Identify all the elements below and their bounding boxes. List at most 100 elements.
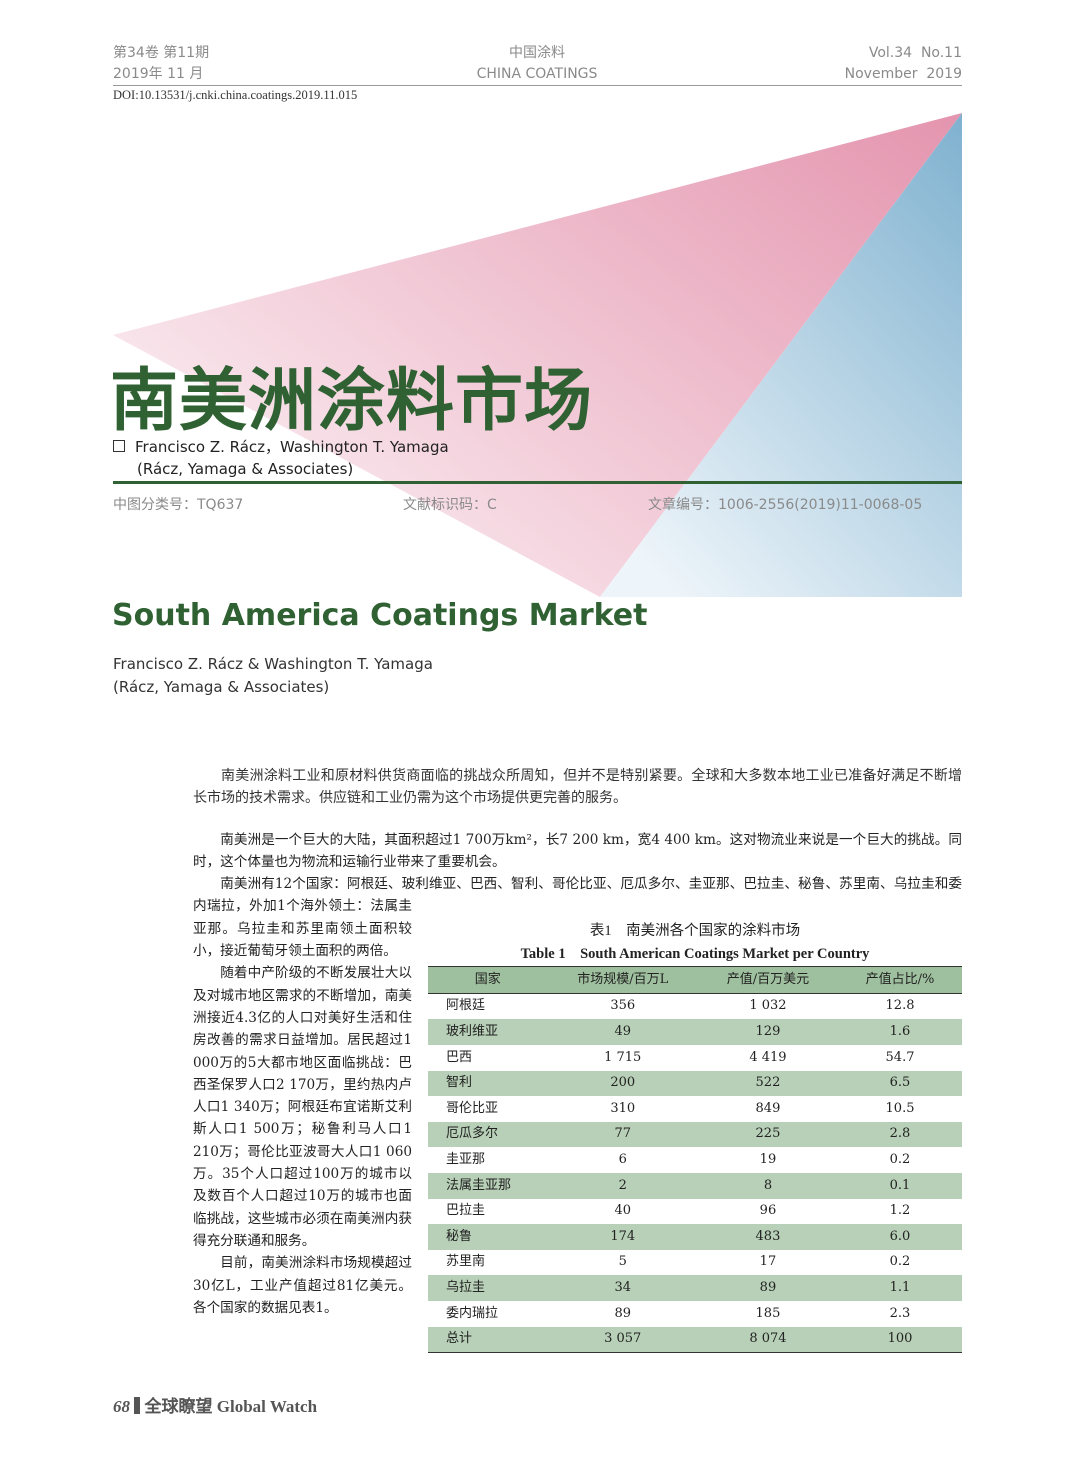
cell: 6.0: [838, 1224, 962, 1250]
cell: 1 715: [604, 1049, 642, 1065]
article-no: 文章编号：1006-2556(2019)11-0068-05: [648, 497, 923, 513]
journal-cn: 中国涂料: [509, 45, 565, 61]
rule: [113, 481, 962, 484]
cell: 49: [547, 1019, 698, 1045]
cell: 1.2: [889, 1203, 911, 1219]
table-row: 玻利维亚 49 129 1.6: [428, 1019, 962, 1045]
cell: 200: [547, 1070, 698, 1097]
authors: Francisco Z. Rácz，Washington T. Yamaga (R…: [113, 436, 449, 480]
cell: 法属圭亚那: [428, 1172, 548, 1199]
cell: 89: [614, 1305, 631, 1321]
cell: 秘鲁: [428, 1224, 548, 1250]
cell: 1.6: [838, 1019, 962, 1045]
cell: 174: [547, 1224, 698, 1250]
paragraph: 随着中产阶级的不断发展壮大以及对城市地区需求的不断增加，南美洲接近4.3亿的人口…: [193, 965, 412, 1249]
issue-en: Vol.34 No.11 November 2019: [845, 43, 962, 85]
cell: 0.2: [889, 1151, 911, 1167]
cell: 34: [547, 1275, 698, 1301]
table-row: 秘鲁 174 483 6.0: [428, 1224, 962, 1250]
table-caption-en: Table 1 South American Coatings Market p…: [520, 946, 870, 963]
table-row: 法属圭亚那 2 8 0.1: [428, 1172, 962, 1199]
date: 2019年 11 月: [113, 66, 204, 82]
affiliation: (Rácz, Yamaga & Associates): [137, 460, 354, 478]
cell: 10.5: [885, 1100, 915, 1116]
cell: 12.8: [885, 998, 915, 1014]
table-row: 委内瑞拉 89 185 2.3: [428, 1301, 962, 1327]
paragraph: 南美洲是一个巨大的大陆，其面积超过1 700万km²，长7 200 km，宽4 …: [193, 831, 962, 870]
cell: 77: [547, 1121, 698, 1148]
cell: 310: [610, 1100, 636, 1116]
cell: 总计: [428, 1326, 548, 1354]
volume-en: Vol.34 No.11: [868, 45, 962, 61]
english-title: South America Coatings Market: [112, 598, 648, 633]
cell: 4 419: [749, 1049, 787, 1065]
cell: 1.1: [838, 1275, 962, 1301]
table-row: 阿根廷 356 1 032 12.8: [428, 993, 962, 1019]
table-row: 厄瓜多尔 77 225 2.8: [428, 1121, 962, 1148]
author-names: Francisco Z. Rácz & Washington T. Yamaga: [113, 655, 433, 673]
cell: 0.2: [889, 1254, 911, 1270]
section: 全球瞭望 Global Watch: [144, 1397, 318, 1416]
column-header: 产值占比/%: [838, 966, 962, 994]
paragraph: 目前，南美洲涂料市场规模超过30亿L，工业产值超过81亿美元。各个国家的数据见表…: [193, 1255, 412, 1316]
cell: 苏里南: [446, 1254, 486, 1270]
cell: 6: [618, 1151, 627, 1167]
cell: 2: [547, 1172, 698, 1199]
doc-code: 文献标识码：C: [403, 497, 497, 513]
doi: DOI:10.13531/j.cnki.china.coatings.2019.…: [113, 88, 358, 102]
cell: 乌拉圭: [428, 1275, 548, 1301]
cell: 225: [697, 1121, 839, 1148]
author-names: Francisco Z. Rácz，Washington T. Yamaga: [135, 438, 449, 456]
abstract: 南美洲涂料工业和原材料供货商面临的挑战众所周知，但并不是特别紧要。全球和大多数本…: [193, 768, 962, 807]
cell: 玻利维亚: [428, 1019, 548, 1045]
cell: 5: [618, 1254, 627, 1270]
affiliation: (Rácz, Yamaga & Associates): [113, 678, 330, 696]
cell: 483: [697, 1224, 839, 1250]
paragraph: 南美洲有12个国家：阿根廷、玻利维亚、巴西、智利、哥伦比亚、厄瓜多尔、圭亚那、巴…: [193, 876, 962, 960]
table-row: 巴西 1 715 4 419 54.7: [428, 1045, 962, 1071]
table-row: 智利 200 522 6.5: [428, 1070, 962, 1097]
table-caption: 表1 南美洲各个国家的涂料市场: [589, 923, 801, 940]
column-header: 产值/百万美元: [697, 966, 839, 994]
cell: 委内瑞拉: [446, 1305, 499, 1321]
cell: 522: [697, 1070, 839, 1097]
table-grid: 国家 市场规模/百万L 产值/百万美元 产值占比/% 阿根廷 356 1 032 12.8 玻利…: [428, 966, 962, 1354]
cell: 8 074: [697, 1326, 839, 1354]
cell: 巴拉圭: [446, 1203, 486, 1219]
table-row: 苏里南 5 17 0.2: [428, 1250, 962, 1276]
cell: 356: [610, 998, 636, 1014]
cell: 129: [697, 1019, 839, 1045]
date-en: November 2019: [844, 66, 962, 82]
cell: 54.7: [885, 1049, 915, 1065]
cell: 智利: [428, 1070, 548, 1097]
footer: 68 全球瞭望 Global Watch: [113, 1392, 317, 1417]
cell: 40: [614, 1203, 631, 1219]
title: 南美洲涂料市场: [110, 362, 594, 441]
table-row: 乌拉圭 34 89 1.1: [428, 1275, 962, 1301]
cell: 17: [759, 1254, 777, 1270]
table-row: 巴拉圭 40 96 1.2: [428, 1199, 962, 1225]
cell: 1 032: [749, 998, 787, 1014]
table-row: 圭亚那 6 19 0.2: [428, 1147, 962, 1173]
rule: [113, 85, 962, 86]
clc: 中图分类号：TQ637: [113, 497, 244, 513]
cell: 哥伦比亚: [446, 1100, 499, 1116]
cell: 圭亚那: [446, 1151, 486, 1167]
page-number: 68: [113, 1397, 130, 1416]
cell: 89: [697, 1275, 839, 1301]
table-row: 哥伦比亚 310 849 10.5: [428, 1096, 962, 1122]
body: 南美洲涂料工业和原材料供货商面临的挑战众所周知，但并不是特别紧要。全球和大多数本…: [193, 765, 962, 1354]
cell: 厄瓜多尔: [428, 1121, 548, 1148]
cell: 2.3: [889, 1305, 911, 1321]
cell: 19: [759, 1151, 777, 1167]
cell: 185: [755, 1305, 781, 1321]
cell: 阿根廷: [446, 998, 486, 1014]
issue: 第34卷 第11期 2019年 11 月: [113, 43, 209, 85]
cell: 巴西: [446, 1049, 473, 1065]
journal-en: CHINA COATINGS: [476, 66, 598, 82]
decoration: [113, 113, 962, 597]
cell: 2.8: [838, 1121, 962, 1148]
journal: 中国涂料 CHINA COATINGS: [437, 43, 637, 85]
cell: 8: [697, 1172, 839, 1199]
